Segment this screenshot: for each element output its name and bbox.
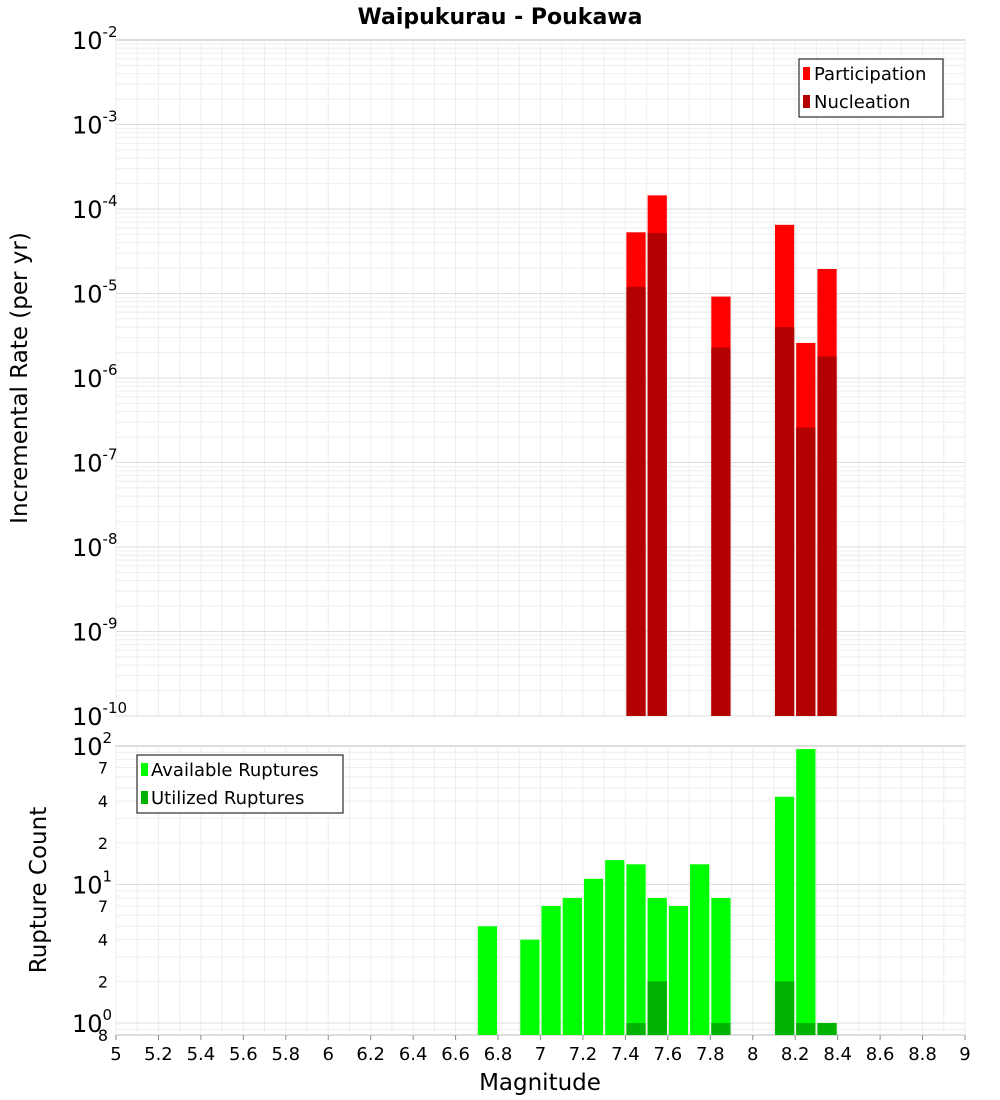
count-series-a-bar xyxy=(583,878,604,1035)
count-series-a-bar xyxy=(626,864,646,1035)
available-legend-label: Available Ruptures xyxy=(151,760,319,781)
count-y-minor-label: 8 xyxy=(98,1026,108,1045)
x-tick-label: 8 xyxy=(747,1044,758,1065)
rate-bars xyxy=(626,195,837,717)
rate-legend: Participation Nucleation xyxy=(798,58,944,118)
count-y-tick-exponent: 0 xyxy=(103,1006,113,1024)
count-series-b-bar xyxy=(626,1023,646,1035)
rate-y-tick-label: 10-5 xyxy=(72,277,118,309)
x-axis-ticks: 5 5.2 5.4 5.6 5.8 6 6.2 6.4 6.6 6.8 7 7.2 7.4 7.6 7.8 8… xyxy=(110,1035,971,1065)
count-series-a-bar xyxy=(711,897,731,1035)
participation-legend-swatch xyxy=(803,67,810,80)
count-series-b-bar xyxy=(796,1023,816,1035)
x-tick-label: 5 xyxy=(110,1044,121,1065)
rate-y-tick-exponent: -6 xyxy=(103,361,118,379)
x-tick-label: 5.4 xyxy=(187,1044,216,1065)
count-series-a-bar xyxy=(520,939,540,1035)
rate-y-tick-exponent: -4 xyxy=(103,192,118,210)
count-series-b-bar xyxy=(711,1023,731,1035)
rate-series-b-bar xyxy=(647,232,667,716)
x-tick-label: 8.8 xyxy=(908,1044,937,1065)
count-y-minor-label: 7 xyxy=(98,758,108,777)
rate-y-tick-exponent: -7 xyxy=(103,446,118,464)
rate-y-axis-label: Incremental Rate (per yr) xyxy=(7,232,33,524)
count-legend-box xyxy=(136,754,344,814)
rate-series-b-bar xyxy=(817,356,837,716)
count-y-minor-label: 2 xyxy=(98,834,108,853)
count-legend: Available Ruptures Utilized Ruptures xyxy=(136,754,344,814)
rate-y-tick-exponent: -10 xyxy=(103,699,128,717)
count-y-tick-exponent: 1 xyxy=(103,868,113,886)
count-y-minor-label: 2 xyxy=(98,972,108,991)
participation-legend-label: Participation xyxy=(814,64,926,85)
count-y-axis-label: Rupture Count xyxy=(26,807,52,973)
rate-y-tick-label: 10-3 xyxy=(72,108,118,140)
count-series-b-bar xyxy=(774,981,795,1035)
rate-y-tick-label: 10-8 xyxy=(72,530,118,562)
count-y-minor-label: 4 xyxy=(98,792,108,811)
rate-series-b-bar xyxy=(774,327,795,716)
count-y-tick-exponent: 2 xyxy=(103,729,113,747)
count-series-a-bar xyxy=(477,926,498,1035)
count-y-minor-label: 4 xyxy=(98,931,108,950)
rate-y-tick-exponent: -5 xyxy=(103,277,118,295)
x-tick-label: 8.2 xyxy=(781,1044,810,1065)
count-series-a-bar xyxy=(562,897,582,1035)
utilized-legend-label: Utilized Ruptures xyxy=(151,788,304,809)
x-tick-label: 5.8 xyxy=(271,1044,300,1065)
x-tick-label: 5.6 xyxy=(229,1044,258,1065)
available-legend-swatch xyxy=(141,763,148,776)
count-series-a-bar xyxy=(774,796,795,1035)
rate-y-tick-label: 10-9 xyxy=(72,615,118,647)
rate-y-tick-exponent: -8 xyxy=(103,530,118,548)
chart-title: Waipukurau - Poukawa xyxy=(358,5,643,30)
x-tick-label: 7 xyxy=(535,1044,546,1065)
rate-y-tick-label: 10-2 xyxy=(72,23,118,55)
x-tick-label: 7.2 xyxy=(569,1044,598,1065)
rate-y-tick-exponent: -9 xyxy=(103,615,118,633)
rate-grid xyxy=(115,40,966,717)
x-tick-label: 9 xyxy=(959,1044,970,1065)
count-series-b-bar xyxy=(647,981,667,1035)
count-bars xyxy=(477,749,837,1035)
x-tick-label: 6.6 xyxy=(441,1044,470,1065)
x-tick-label: 7.8 xyxy=(696,1044,725,1065)
rate-y-tick-label: 10-6 xyxy=(72,361,118,393)
count-series-a-bar xyxy=(541,905,561,1035)
utilized-legend-swatch xyxy=(141,791,148,804)
rate-y-tick-label: 10-4 xyxy=(72,192,118,224)
count-series-a-bar xyxy=(605,860,625,1035)
count-series-a-bar xyxy=(690,864,710,1035)
count-y-tick-label: 101 xyxy=(72,868,112,900)
x-tick-label: 8.4 xyxy=(823,1044,852,1065)
x-tick-label: 7.4 xyxy=(611,1044,640,1065)
x-tick-label: 6.8 xyxy=(484,1044,513,1065)
count-series-b-bar xyxy=(817,1023,837,1035)
x-tick-label: 6.4 xyxy=(399,1044,428,1065)
x-tick-label: 7.6 xyxy=(654,1044,683,1065)
rate-panel: 10-2 10-3 10-4 10-5 10-6 10-7 10-8 10-9 10-10 In… xyxy=(7,23,966,731)
x-axis-label: Magnitude xyxy=(479,1070,601,1096)
x-tick-label: 8.6 xyxy=(866,1044,895,1065)
rate-series-b-bar xyxy=(796,427,816,716)
rate-legend-box xyxy=(798,58,944,118)
count-series-a-bar xyxy=(668,905,689,1035)
rate-series-b-bar xyxy=(626,286,646,716)
nucleation-legend-label: Nucleation xyxy=(814,92,910,113)
rate-y-tick-exponent: -3 xyxy=(103,108,118,126)
nucleation-legend-swatch xyxy=(803,95,810,108)
x-tick-label: 5.2 xyxy=(144,1044,173,1065)
rate-series-b-bar xyxy=(711,347,731,716)
x-tick-label: 6 xyxy=(323,1044,334,1065)
rate-y-tick-label: 10-7 xyxy=(72,446,118,478)
count-y-minor-label: 7 xyxy=(98,897,108,916)
x-tick-label: 6.2 xyxy=(356,1044,385,1065)
count-series-a-bar xyxy=(796,749,816,1035)
rate-y-tick-exponent: -2 xyxy=(103,23,118,41)
count-y-tick-label: 102 xyxy=(72,729,112,761)
rate-y-tick-label: 10-10 xyxy=(72,699,127,731)
